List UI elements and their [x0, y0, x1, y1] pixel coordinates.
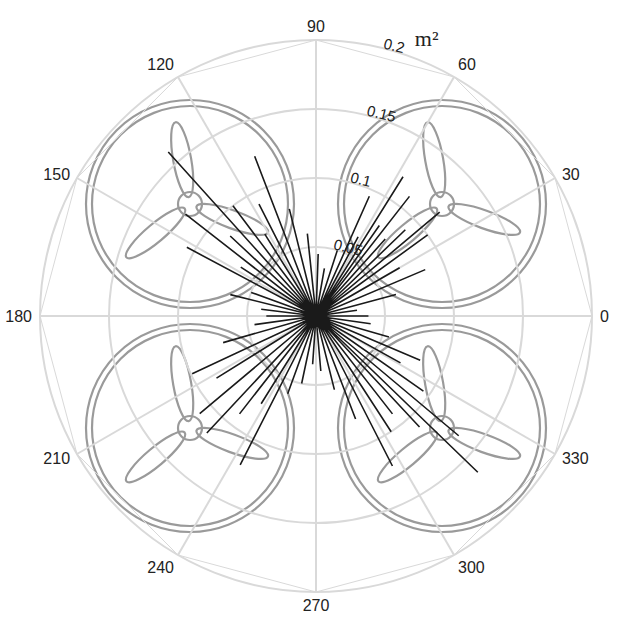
svg-text:90: 90	[307, 18, 325, 35]
svg-text:270: 270	[303, 597, 330, 614]
svg-text:300: 300	[458, 559, 485, 576]
html-text:m²: m²	[414, 26, 439, 52]
svg-text:0.1: 0.1	[349, 169, 373, 191]
svg-text:180: 180	[5, 308, 32, 325]
svg-text:0.2: 0.2	[382, 35, 406, 57]
svg-text:60: 60	[458, 56, 476, 73]
svg-text:30: 30	[562, 166, 580, 183]
svg-text:0.05: 0.05	[332, 235, 364, 259]
svg-text:120: 120	[147, 56, 174, 73]
svg-text:0: 0	[600, 308, 609, 325]
svg-text:330: 330	[562, 450, 589, 467]
svg-text:210: 210	[43, 450, 70, 467]
svg-text:150: 150	[43, 166, 70, 183]
svg-text:240: 240	[147, 559, 174, 576]
svg-text:0.15: 0.15	[365, 102, 397, 126]
